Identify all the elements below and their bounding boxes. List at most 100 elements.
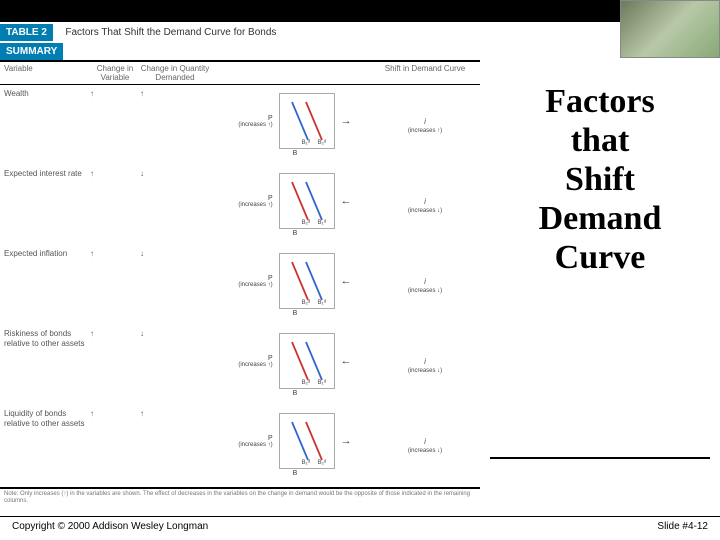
hdr-variable: Variable <box>0 64 90 82</box>
interest-label: i <box>424 197 426 206</box>
sidebar: Factors that Shift Demand Curve <box>480 22 720 516</box>
curve-label-1: B₂ᵈ <box>302 220 311 226</box>
arrow-left-icon: ← <box>341 355 352 367</box>
table-row: Liquidity of bondsrelative to other asse… <box>0 405 480 485</box>
cell-chart-interest: i (increases ↓) <box>380 357 470 374</box>
cell-change-qty: ↓ <box>140 165 210 178</box>
table-row: Wealth↑↑P(increases ↑)B₁ᵈB₂ᵈ→Bi(increase… <box>0 85 480 165</box>
cell-chart-interest: i(increases ↓) <box>380 437 470 454</box>
title-line-1: Factors <box>545 83 655 120</box>
table-row: Expected inflation↑↓ P(increases ↑) B₂ᵈ B₁ᵈ… <box>0 245 480 325</box>
cell-chart-price: P(increases ↑) B₂ᵈ B₁ᵈ ← B <box>210 173 380 237</box>
interest-note: (increases ↓) <box>408 448 442 454</box>
interest-label: i <box>424 117 426 126</box>
title-line-2: that <box>571 122 630 159</box>
mini-chart: B₂ᵈ B₁ᵈ <box>279 253 335 309</box>
curve-label-1: B₁ᵈ <box>302 460 310 466</box>
interest-label: i <box>424 277 426 286</box>
table-footnote: Note: Only increases (↑) in the variable… <box>0 489 480 507</box>
table-rows: Wealth↑↑P(increases ↑)B₁ᵈB₂ᵈ→Bi(increase… <box>0 85 480 485</box>
curve-label-2: B₂ᵈ <box>318 460 327 466</box>
axis-note: (increases ↑) <box>238 122 272 128</box>
axis-label-b: B <box>293 470 298 477</box>
axis-label-p: P <box>238 355 272 362</box>
curve-label-1: B₂ᵈ <box>302 300 311 306</box>
mini-chart-wrap: P(increases ↑)B₁ᵈB₂ᵈ→B <box>210 413 380 477</box>
axis-label-b: B <box>293 390 298 397</box>
cell-chart-interest: i (increases ↓) <box>380 277 470 294</box>
footer: Copyright © 2000 Addison Wesley Longman … <box>0 516 720 540</box>
hdr-change-var: Change in Variable <box>90 64 140 82</box>
interest-note: (increases ↑) <box>408 128 442 134</box>
cell-chart-price: P(increases ↑) B₁ᵈ B₂ᵈ → B <box>210 93 380 157</box>
cell-variable: Liquidity of bondsrelative to other asse… <box>0 405 90 428</box>
mini-chart: B₁ᵈ B₂ᵈ <box>279 93 335 149</box>
copyright-text: Copyright © 2000 Addison Wesley Longman <box>12 521 208 536</box>
cell-change-qty: ↑ <box>140 405 210 418</box>
table-row: Riskiness of bondsrelative to other asse… <box>0 325 480 405</box>
table-area: TABLE 2 Factors That Shift the Demand Cu… <box>0 22 480 516</box>
mini-chart-wrap: P(increases ↑) B₁ᵈ B₂ᵈ → B <box>210 93 380 157</box>
curve-label-2: B₁ᵈ <box>318 220 326 226</box>
mini-chart-wrap: P(increases ↑)B₂ᵈB₁ᵈ←B <box>210 253 380 317</box>
title-line-5: Curve <box>555 239 646 276</box>
cell-change-var: ↑ <box>90 325 140 338</box>
cell-change-var: ↑ <box>90 405 140 418</box>
main-content: TABLE 2 Factors That Shift the Demand Cu… <box>0 22 720 516</box>
cell-variable: Expected interest rate <box>0 165 90 179</box>
arrow-left-icon: ← <box>341 275 352 287</box>
axis-note: (increases ↑) <box>238 282 272 288</box>
slide-title: Factors that Shift Demand Curve <box>490 82 710 277</box>
title-line-3: Shift <box>565 161 635 198</box>
hdr-chart-left <box>210 64 380 82</box>
arrow-left-icon: ← <box>341 195 352 207</box>
mini-chart: B₂ᵈ B₁ᵈ <box>279 173 335 229</box>
cell-chart-price: P(increases ↑) B₂ᵈ B₁ᵈ ← B <box>210 333 380 397</box>
corner-photo <box>620 0 720 58</box>
cell-change-qty: ↓ <box>140 245 210 258</box>
mini-chart-wrap: P(increases ↑) B₂ᵈ B₁ᵈ ← B <box>210 333 380 397</box>
cell-variable: Expected inflation <box>0 245 90 259</box>
axis-label-b: B <box>293 230 298 237</box>
cell-variable: Wealth <box>0 85 90 99</box>
table-title: Factors That Shift the Demand Curve for … <box>57 24 284 41</box>
table-badge-1: TABLE 2 <box>0 24 53 41</box>
cell-chart-interest: i (increases ↓) <box>380 197 470 214</box>
axis-note: (increases ↑) <box>238 202 272 208</box>
cell-change-var: ↑ <box>90 165 140 178</box>
axis-label-p: P <box>238 195 272 202</box>
title-line-4: Demand <box>539 200 662 237</box>
curve-label-2: B₁ᵈ <box>318 300 326 306</box>
mini-chart: B₁ᵈ B₂ᵈ <box>279 413 335 469</box>
cell-chart-price: P(increases ↑)B₂ᵈB₁ᵈ←B <box>210 253 380 317</box>
interest-note: (increases ↓) <box>408 368 442 374</box>
arrow-right-icon: → <box>341 115 352 127</box>
hdr-shift: Shift in Demand Curve <box>380 64 470 82</box>
curve-label-1: B₂ᵈ <box>302 380 311 386</box>
interest-note: (increases ↓) <box>408 208 442 214</box>
curve-label-2: B₁ᵈ <box>318 380 326 386</box>
axis-label-p: P <box>238 275 272 282</box>
axis-label-p: P <box>238 435 272 442</box>
sidebar-rule <box>490 457 710 459</box>
axis-note: (increases ↑) <box>238 362 272 368</box>
cell-chart-interest: i (increases ↑) <box>380 117 470 134</box>
slide-number: Slide #4-12 <box>657 521 708 536</box>
mini-chart: B₂ᵈ B₁ᵈ <box>279 333 335 389</box>
table-column-headers: Variable Change in Variable Change in Qu… <box>0 60 480 85</box>
cell-change-qty: ↓ <box>140 325 210 338</box>
table-header-strip: TABLE 2 Factors That Shift the Demand Cu… <box>0 22 480 60</box>
interest-note: (increases ↓) <box>408 288 442 294</box>
hdr-change-qty: Change in Quantity Demanded <box>140 64 210 82</box>
interest-label: i <box>424 357 426 366</box>
cell-change-var: ↑ <box>90 245 140 258</box>
cell-chart-price: P(increases ↑)B₁ᵈB₂ᵈ→B <box>210 413 380 477</box>
cell-change-var: ↑ <box>90 85 140 98</box>
table-badge-2: SUMMARY <box>0 43 63 60</box>
axis-label-p: P <box>238 115 272 122</box>
curve-label-1: B₁ᵈ <box>302 140 310 146</box>
cell-variable: Riskiness of bondsrelative to other asse… <box>0 325 90 348</box>
curve-label-2: B₂ᵈ <box>318 140 327 146</box>
axis-label-b: B <box>293 150 298 157</box>
mini-chart-wrap: P(increases ↑) B₂ᵈ B₁ᵈ ← B <box>210 173 380 237</box>
